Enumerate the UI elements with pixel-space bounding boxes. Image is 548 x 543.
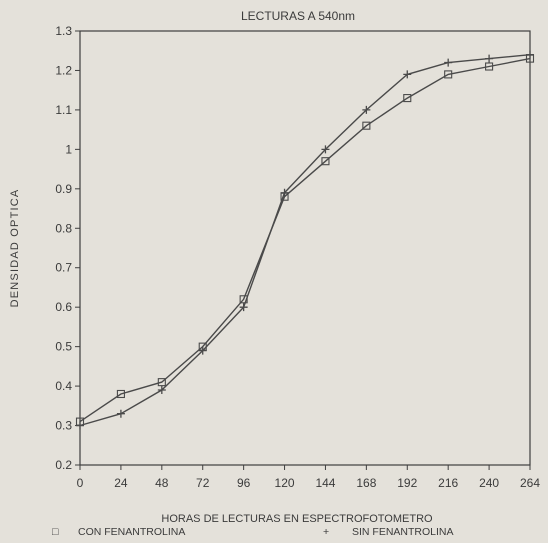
data-point-sin-fenantrolina bbox=[321, 145, 330, 154]
x-axis: 0 24 48 72 96 120 144 168 192 216 240 264 bbox=[77, 465, 540, 490]
series-line-sin-fenantrolina bbox=[79, 54, 531, 427]
data-point-sin-fenantrolina bbox=[76, 421, 84, 430]
y-tick-label: 0.6 bbox=[55, 300, 72, 314]
data-point-con-fenantrolina bbox=[157, 378, 166, 387]
data-point-sin-fenantrolina bbox=[280, 188, 289, 197]
legend-item-con: □ CON FENANTROLINA bbox=[52, 526, 185, 538]
data-point-sin-fenantrolina bbox=[157, 386, 166, 395]
legend-label-con: CON FENANTROLINA bbox=[78, 526, 185, 538]
x-tick-label: 0 bbox=[77, 476, 84, 490]
data-point-con-fenantrolina bbox=[403, 94, 412, 103]
data-point-con-fenantrolina bbox=[321, 157, 330, 166]
x-tick-label: 72 bbox=[196, 476, 210, 490]
x-tick-label: 24 bbox=[114, 476, 128, 490]
x-tick-label: 192 bbox=[397, 476, 417, 490]
data-point-con-fenantrolina bbox=[444, 70, 453, 79]
data-point-con-fenantrolina bbox=[362, 121, 371, 130]
data-point-sin-fenantrolina bbox=[444, 58, 453, 67]
y-tick-label: 0.9 bbox=[55, 182, 72, 196]
data-point-con-fenantrolina bbox=[116, 389, 125, 399]
data-point-sin-fenantrolina bbox=[485, 54, 494, 63]
y-tick-label: 1.3 bbox=[55, 24, 72, 38]
data-point-sin-fenantrolina bbox=[362, 105, 371, 114]
data-point-sin-fenantrolina bbox=[403, 70, 412, 79]
x-tick-label: 216 bbox=[438, 476, 458, 490]
legend-label-sin: SIN FENANTROLINA bbox=[352, 526, 454, 538]
x-tick-label: 120 bbox=[275, 476, 295, 490]
y-tick-label: 0.3 bbox=[55, 419, 72, 433]
y-tick-label: 1.2 bbox=[55, 63, 72, 77]
y-tick-label: 0.5 bbox=[55, 340, 72, 354]
y-axis: 0.2 0.3 0.4 0.5 0.6 0.7 0.8 0.9 1 1.1 1.2 1.3 bbox=[55, 24, 80, 472]
x-tick-label: 168 bbox=[356, 476, 376, 490]
y-tick-label: 1 bbox=[65, 142, 72, 156]
plot-area-frame bbox=[79, 30, 531, 466]
legend-symbol-square: □ bbox=[52, 526, 59, 538]
y-tick-label: 0.4 bbox=[55, 379, 72, 393]
data-point-sin-fenantrolina bbox=[116, 409, 125, 418]
x-tick-label: 96 bbox=[237, 476, 251, 490]
legend-item-sin: + SIN FENANTROLINA bbox=[323, 526, 454, 538]
series-line-con-fenantrolina bbox=[79, 57, 531, 423]
x-tick-label: 240 bbox=[479, 476, 499, 490]
x-tick-label: 264 bbox=[520, 476, 540, 490]
y-tick-label: 0.7 bbox=[55, 261, 72, 275]
data-point-sin-fenantrolina bbox=[198, 346, 207, 355]
x-axis-title: HORAS DE LECTURAS EN ESPECTROFOTOMETRO bbox=[161, 513, 433, 525]
chart-title: LECTURAS A 540nm bbox=[241, 9, 355, 23]
data-point-sin-fenantrolina bbox=[526, 50, 534, 59]
legend: □ CON FENANTROLINA + SIN FENANTROLINA bbox=[52, 526, 454, 538]
y-tick-label: 1.1 bbox=[55, 103, 72, 117]
data-point-con-fenantrolina bbox=[485, 62, 494, 71]
y-tick-label: 0.8 bbox=[55, 221, 72, 235]
y-tick-label: 0.2 bbox=[55, 458, 72, 472]
x-tick-label: 144 bbox=[315, 476, 335, 490]
x-tick-label: 48 bbox=[155, 476, 169, 490]
legend-symbol-plus: + bbox=[323, 526, 329, 538]
data-point-sin-fenantrolina bbox=[239, 303, 248, 312]
series-layer bbox=[75, 50, 535, 430]
y-axis-title: DENSIDAD OPTICA bbox=[9, 189, 21, 308]
